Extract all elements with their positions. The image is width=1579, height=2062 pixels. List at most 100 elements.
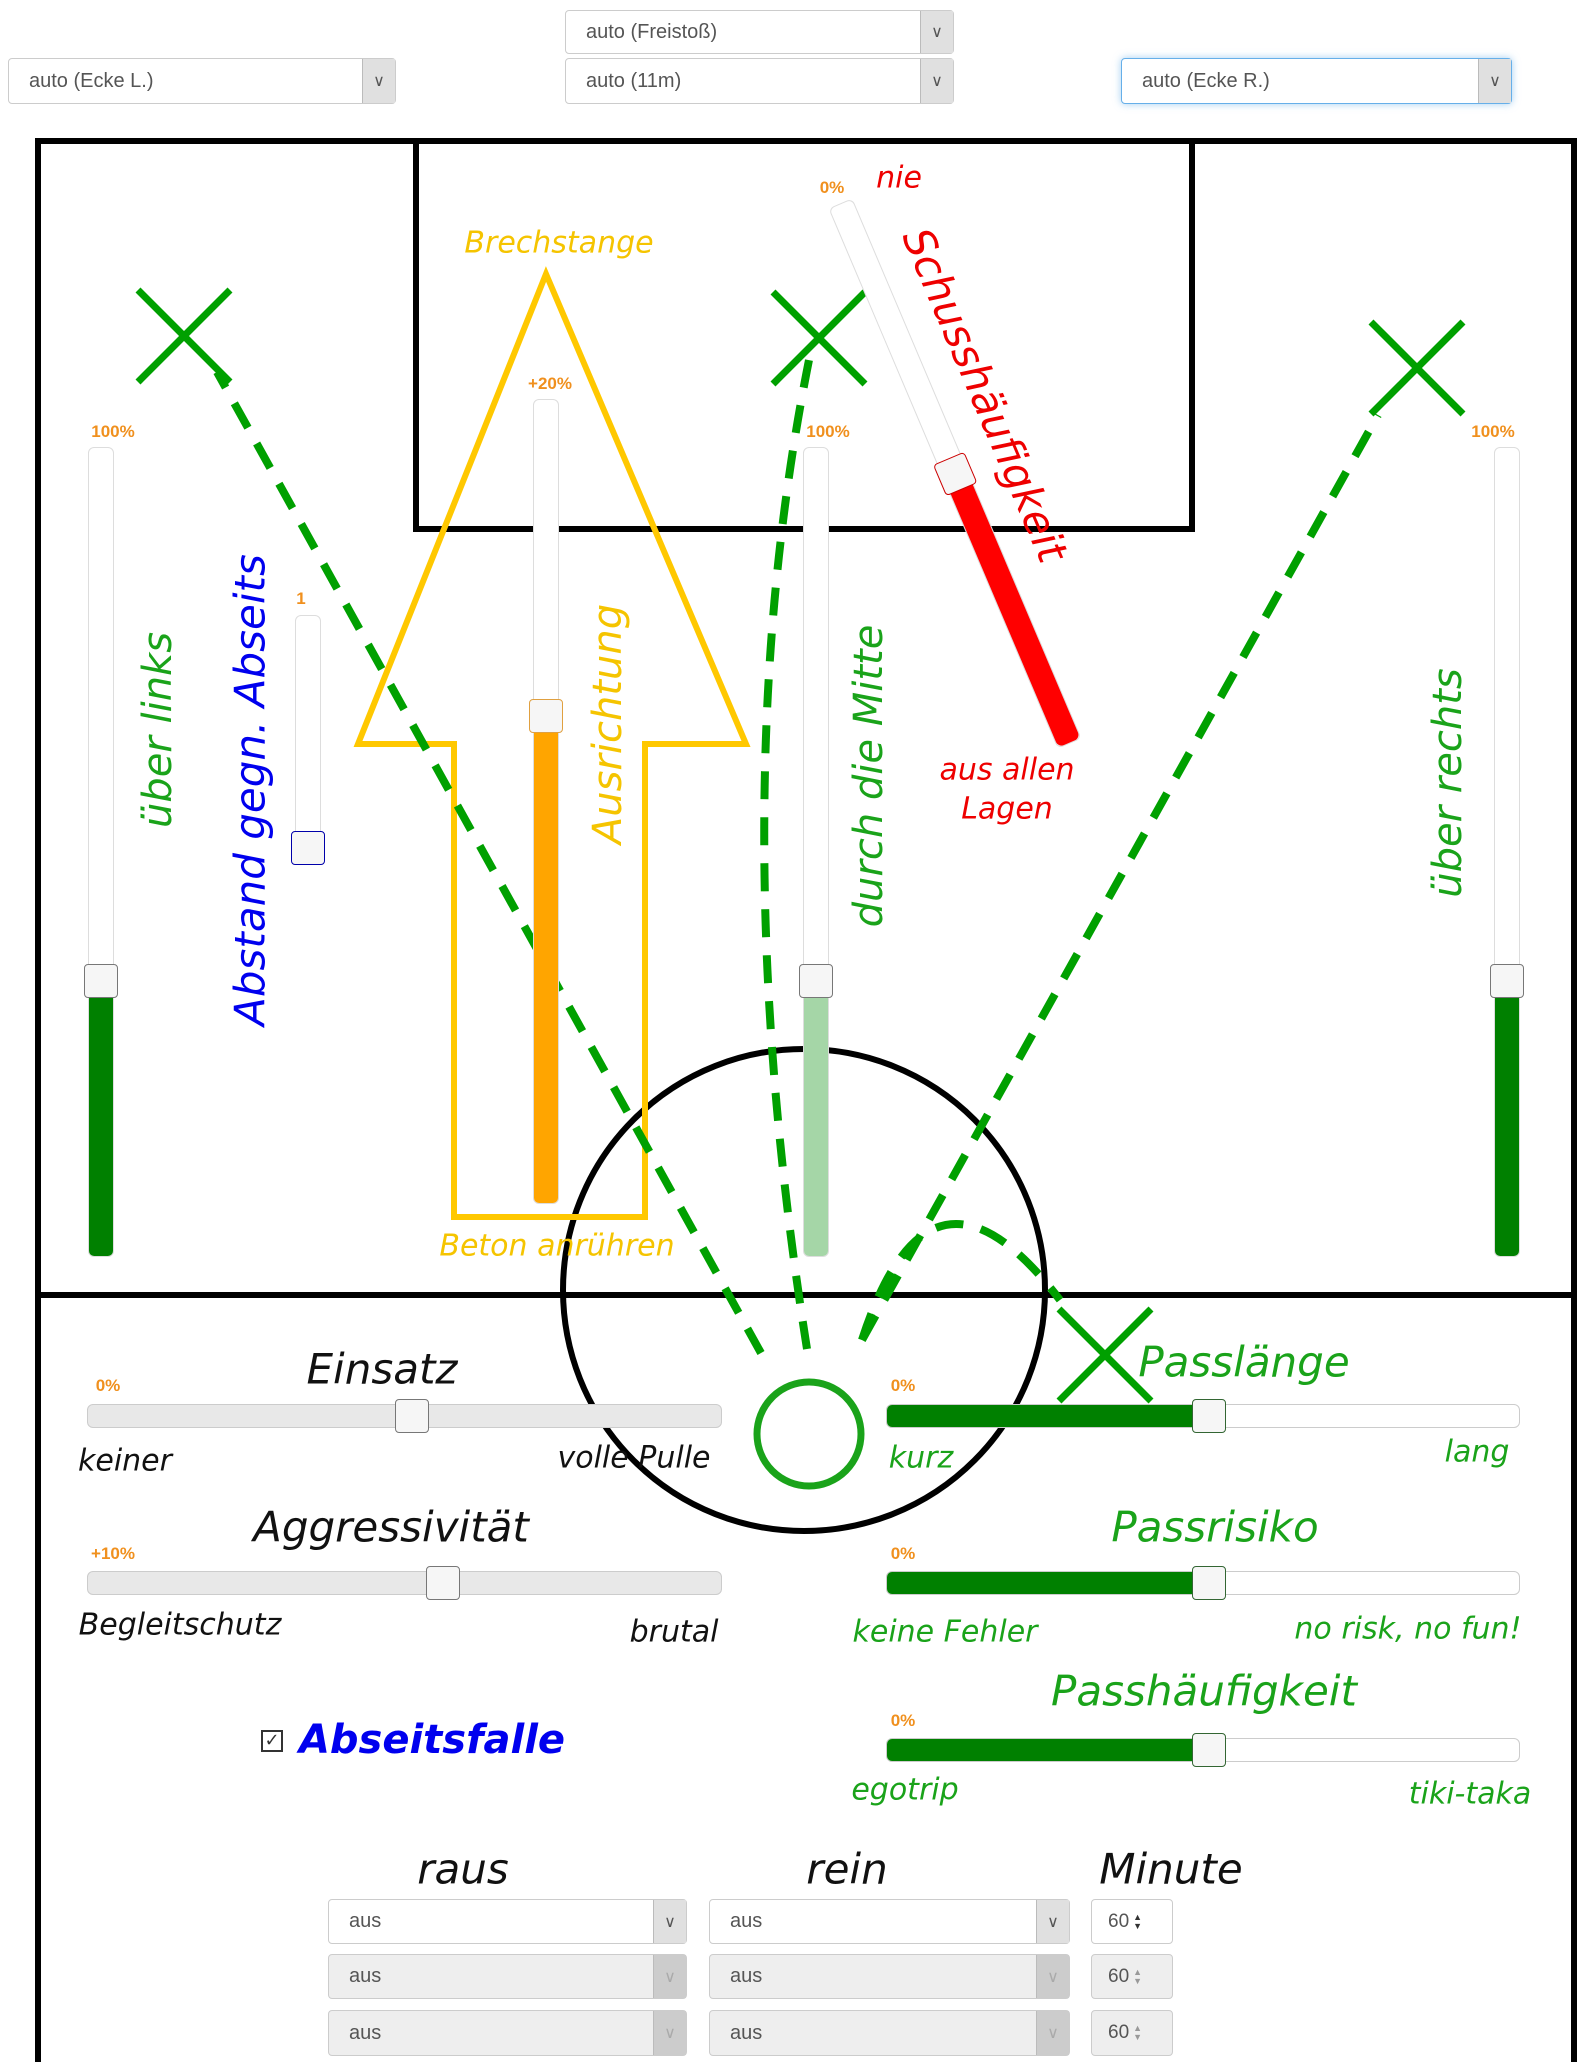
center-value: 100% <box>806 422 850 441</box>
effort-slider[interactable] <box>87 1399 722 1433</box>
pass-frequency-value: 0% <box>890 1711 916 1730</box>
orientation-top-label: Brechstange <box>464 225 654 261</box>
offside-trap-checkbox[interactable]: ✓ <box>261 1730 283 1752</box>
spinner-icon[interactable]: ▲ ▼ <box>1133 2023 1143 2042</box>
slider-thumb[interactable] <box>1192 1566 1226 1600</box>
shooting-value: 0% <box>819 178 845 197</box>
effort-min-label: keiner <box>78 1443 172 1479</box>
corner-right-select[interactable]: auto (Ecke R.) ∨ <box>1121 58 1512 104</box>
pass-length-value: 0% <box>890 1376 916 1395</box>
aggression-slider[interactable] <box>87 1566 722 1600</box>
slider-thumb[interactable] <box>426 1566 460 1600</box>
input-value: 60 <box>1108 1910 1130 1932</box>
chevron-down-icon: ∨ <box>920 59 953 103</box>
aggression-value: +10% <box>91 1544 135 1563</box>
select-value: aus <box>730 1965 763 1987</box>
pass-route-center <box>760 354 814 1350</box>
sub-out-header: raus <box>417 1844 509 1894</box>
offside-distance-value: 1 <box>296 589 306 608</box>
corner-left-select[interactable]: auto (Ecke L.) ∨ <box>8 58 396 104</box>
slider-fill <box>534 714 558 1203</box>
slider-thumb[interactable] <box>84 964 118 998</box>
select-value: auto (11m) <box>586 69 682 92</box>
slider-thumb[interactable] <box>1192 1399 1226 1433</box>
orientation-slider[interactable] <box>529 399 563 1204</box>
chevron-down-icon: ∨ <box>653 1900 686 1943</box>
offside-distance-label: Abstand gegn. Abseits <box>225 554 275 1026</box>
ball-origin-circle <box>753 1378 865 1490</box>
center-label: durch die Mitte <box>846 624 892 928</box>
checkmark-icon: ✓ <box>264 1730 280 1751</box>
pass-route-left <box>213 370 765 1355</box>
sub-in-select-1[interactable]: aus ∨ <box>709 1899 1070 1944</box>
left-wing-slider[interactable] <box>84 447 118 1257</box>
aggression-min-label: Begleitschutz <box>78 1607 282 1643</box>
target-x-short <box>1056 1306 1154 1404</box>
chevron-down-icon: ∨ <box>653 2011 686 2055</box>
shooting-bottom-label: aus allen <box>939 752 1075 788</box>
shooting-bottom-label-2: Lagen <box>961 791 1053 827</box>
pass-length-slider[interactable] <box>886 1399 1520 1433</box>
target-x-left <box>135 287 233 385</box>
sub-in-select-3[interactable]: aus ∨ <box>709 2010 1070 2056</box>
chevron-down-icon: ∨ <box>920 11 953 53</box>
sub-out-select-1[interactable]: aus ∨ <box>328 1899 687 1944</box>
offside-distance-slider[interactable] <box>291 615 325 865</box>
sub-minute-input-2[interactable]: 60 ▲ ▼ <box>1091 1954 1173 1999</box>
slider-thumb[interactable] <box>799 964 833 998</box>
chevron-down-icon: ∨ <box>653 1955 686 1998</box>
pass-route-short <box>858 1220 1064 1342</box>
slider-thumb[interactable] <box>1192 1733 1226 1767</box>
left-wing-value: 100% <box>91 422 135 441</box>
slider-thumb[interactable] <box>529 699 563 733</box>
select-value: auto (Ecke R.) <box>1142 69 1270 92</box>
chevron-down-icon: ∨ <box>1036 1900 1069 1943</box>
pass-frequency-max-label: tiki-taka <box>1408 1776 1532 1812</box>
slider-fill <box>887 1405 1209 1427</box>
pass-frequency-title: Passhäufigkeit <box>1051 1666 1357 1716</box>
sub-in-header: rein <box>806 1844 888 1894</box>
pass-frequency-slider[interactable] <box>886 1733 1520 1767</box>
sub-minute-header: Minute <box>1099 1844 1243 1894</box>
slider-fill <box>887 1739 1209 1761</box>
spinner-icon[interactable]: ▲ ▼ <box>1133 1911 1143 1931</box>
slider-fill <box>804 979 828 1256</box>
orientation-value: +20% <box>528 374 572 393</box>
center-slider[interactable] <box>799 447 833 1257</box>
sub-minute-input-3[interactable]: 60 ▲ ▼ <box>1091 2010 1173 2056</box>
sub-minute-input-1[interactable]: 60 ▲ ▼ <box>1091 1899 1173 1944</box>
slider-thumb[interactable] <box>291 831 325 865</box>
select-value: aus <box>349 2021 382 2044</box>
pass-length-title: Passlänge <box>1138 1337 1350 1387</box>
input-value: 60 <box>1108 1965 1130 1987</box>
effort-title: Einsatz <box>306 1344 458 1394</box>
sub-in-select-2[interactable]: aus ∨ <box>709 1954 1070 1999</box>
select-value: auto (Ecke L.) <box>29 69 154 92</box>
sub-out-select-3[interactable]: aus ∨ <box>328 2010 687 2056</box>
pass-risk-min-label: keine Fehler <box>852 1614 1038 1650</box>
select-value: aus <box>730 1910 763 1932</box>
pass-risk-slider[interactable] <box>886 1566 1520 1600</box>
slider-fill <box>89 979 113 1256</box>
orientation-arrow <box>353 266 751 1220</box>
chevron-down-icon: ∨ <box>362 59 395 103</box>
right-wing-slider[interactable] <box>1490 447 1524 1257</box>
chevron-down-icon: ∨ <box>1478 59 1511 103</box>
spinner-icon[interactable]: ▲ ▼ <box>1133 1966 1143 1986</box>
chevron-down-icon: ∨ <box>1036 1955 1069 1998</box>
slider-thumb[interactable] <box>395 1399 429 1433</box>
chevron-down-icon: ∨ <box>1036 2011 1069 2055</box>
sub-out-select-2[interactable]: aus ∨ <box>328 1954 687 1999</box>
select-value: aus <box>349 1910 382 1932</box>
slider-thumb[interactable] <box>1490 964 1524 998</box>
pass-risk-value: 0% <box>890 1544 916 1563</box>
select-value: aus <box>349 1965 382 1987</box>
orientation-label: Ausrichtung <box>585 603 631 845</box>
shooting-top-label: nie <box>876 160 922 196</box>
freekick-select[interactable]: auto (Freistoß) ∨ <box>565 10 954 54</box>
target-x-right <box>1368 319 1466 417</box>
pass-risk-max-label: no risk, no fun! <box>1294 1611 1522 1647</box>
penalty-select[interactable]: auto (11m) ∨ <box>565 58 954 104</box>
